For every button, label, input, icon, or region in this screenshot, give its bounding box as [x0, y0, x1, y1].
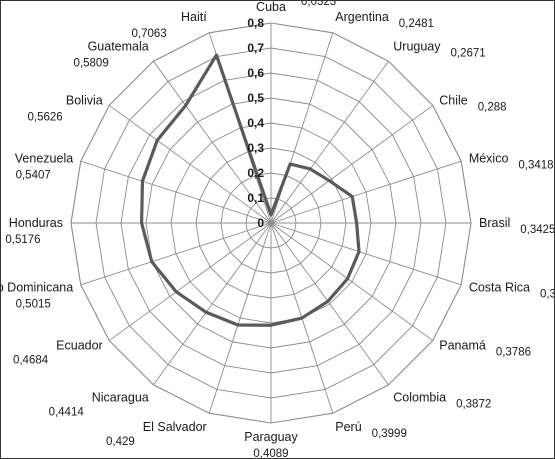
value-label: 0,4684 — [13, 354, 49, 366]
value-label: 0,7063 — [132, 28, 167, 40]
value-label: 0,3418 — [518, 160, 553, 172]
grid-spoke — [270, 222, 462, 286]
tick-label: 0,6 — [247, 66, 264, 80]
grid-spoke — [80, 160, 272, 224]
category-label: Argentina — [335, 10, 389, 24]
value-label: 0,3999 — [372, 428, 407, 440]
value-labels: 0,0323 0,2481 0,2671 0,288 0,3418 0,3425 0,370… — [5, 1, 555, 459]
grid-spoke — [270, 60, 389, 224]
category-label: Chile — [439, 94, 468, 108]
value-label: 0,3786 — [496, 346, 531, 358]
value-label: 0,5176 — [5, 234, 40, 246]
category-label: Paraguay — [244, 430, 298, 444]
grid-spoke — [270, 160, 462, 224]
category-label: Bolivia — [66, 94, 103, 108]
category-label: Haití — [181, 10, 207, 24]
category-label: Perú — [335, 420, 361, 434]
category-label: Costa Rica — [469, 280, 530, 294]
category-label: Venezuela — [15, 152, 73, 166]
radial-tick-labels: 0 0,1 0,2 0,3 0,4 0,5 0,6 0,7 0,8 — [247, 16, 264, 230]
grid-spoke — [270, 222, 434, 341]
tick-label: 0,5 — [247, 91, 264, 105]
tick-label: 0,4 — [247, 116, 264, 130]
category-label: Guatemala — [88, 40, 149, 54]
value-label: 0,4089 — [253, 448, 288, 459]
value-label: 0,3872 — [456, 398, 491, 410]
value-label: 0,5015 — [16, 298, 51, 310]
grid-spoke — [80, 222, 272, 286]
tick-label: 0,8 — [247, 16, 264, 30]
tick-label: 0 — [257, 216, 264, 230]
value-label: 0,429 — [106, 436, 135, 448]
series-layer — [140, 53, 361, 327]
category-label: El Salvador — [143, 420, 207, 434]
category-label: México — [469, 152, 509, 166]
grid-spoke — [153, 222, 272, 386]
category-label: Panamá — [439, 338, 486, 352]
value-label: 0,3425 — [520, 224, 555, 236]
value-label: 0,4414 — [49, 406, 85, 418]
grid-spoke — [108, 105, 272, 224]
grid-spoke — [270, 105, 434, 224]
grid-spoke — [208, 222, 272, 414]
grid-spoke — [108, 222, 272, 341]
tick-label: 0,1 — [247, 191, 264, 205]
category-label: Nicaragua — [92, 390, 149, 404]
category-label: Uruguay — [393, 40, 441, 54]
value-label: 0,2481 — [399, 18, 434, 30]
category-label: Cuba — [256, 1, 286, 14]
value-label: 0,5809 — [74, 58, 109, 70]
value-label: 0,5407 — [16, 170, 51, 182]
grid-spoke — [153, 60, 272, 224]
category-labels: Cuba Argentina Uruguay Chile México Brasil Cos… — [1, 1, 530, 444]
category-label: Ecuador — [56, 338, 103, 352]
tick-label: 0,2 — [247, 166, 264, 180]
category-label: Honduras — [9, 216, 63, 230]
series-line — [140, 53, 361, 327]
grid-spoke — [270, 222, 389, 386]
value-label: 0,3702 — [540, 288, 555, 300]
value-label: 0,2671 — [451, 48, 486, 60]
value-label: 0,5626 — [28, 112, 63, 124]
category-label: Colombia — [393, 390, 446, 404]
tick-label: 0,3 — [247, 141, 264, 155]
value-label: 0,0323 — [301, 1, 336, 8]
category-label: Rep Dominicana — [1, 280, 73, 294]
radar-grid — [70, 22, 472, 424]
category-label: Brasil — [479, 216, 510, 230]
value-label: 0,288 — [478, 102, 507, 114]
tick-label: 0,7 — [247, 41, 264, 55]
